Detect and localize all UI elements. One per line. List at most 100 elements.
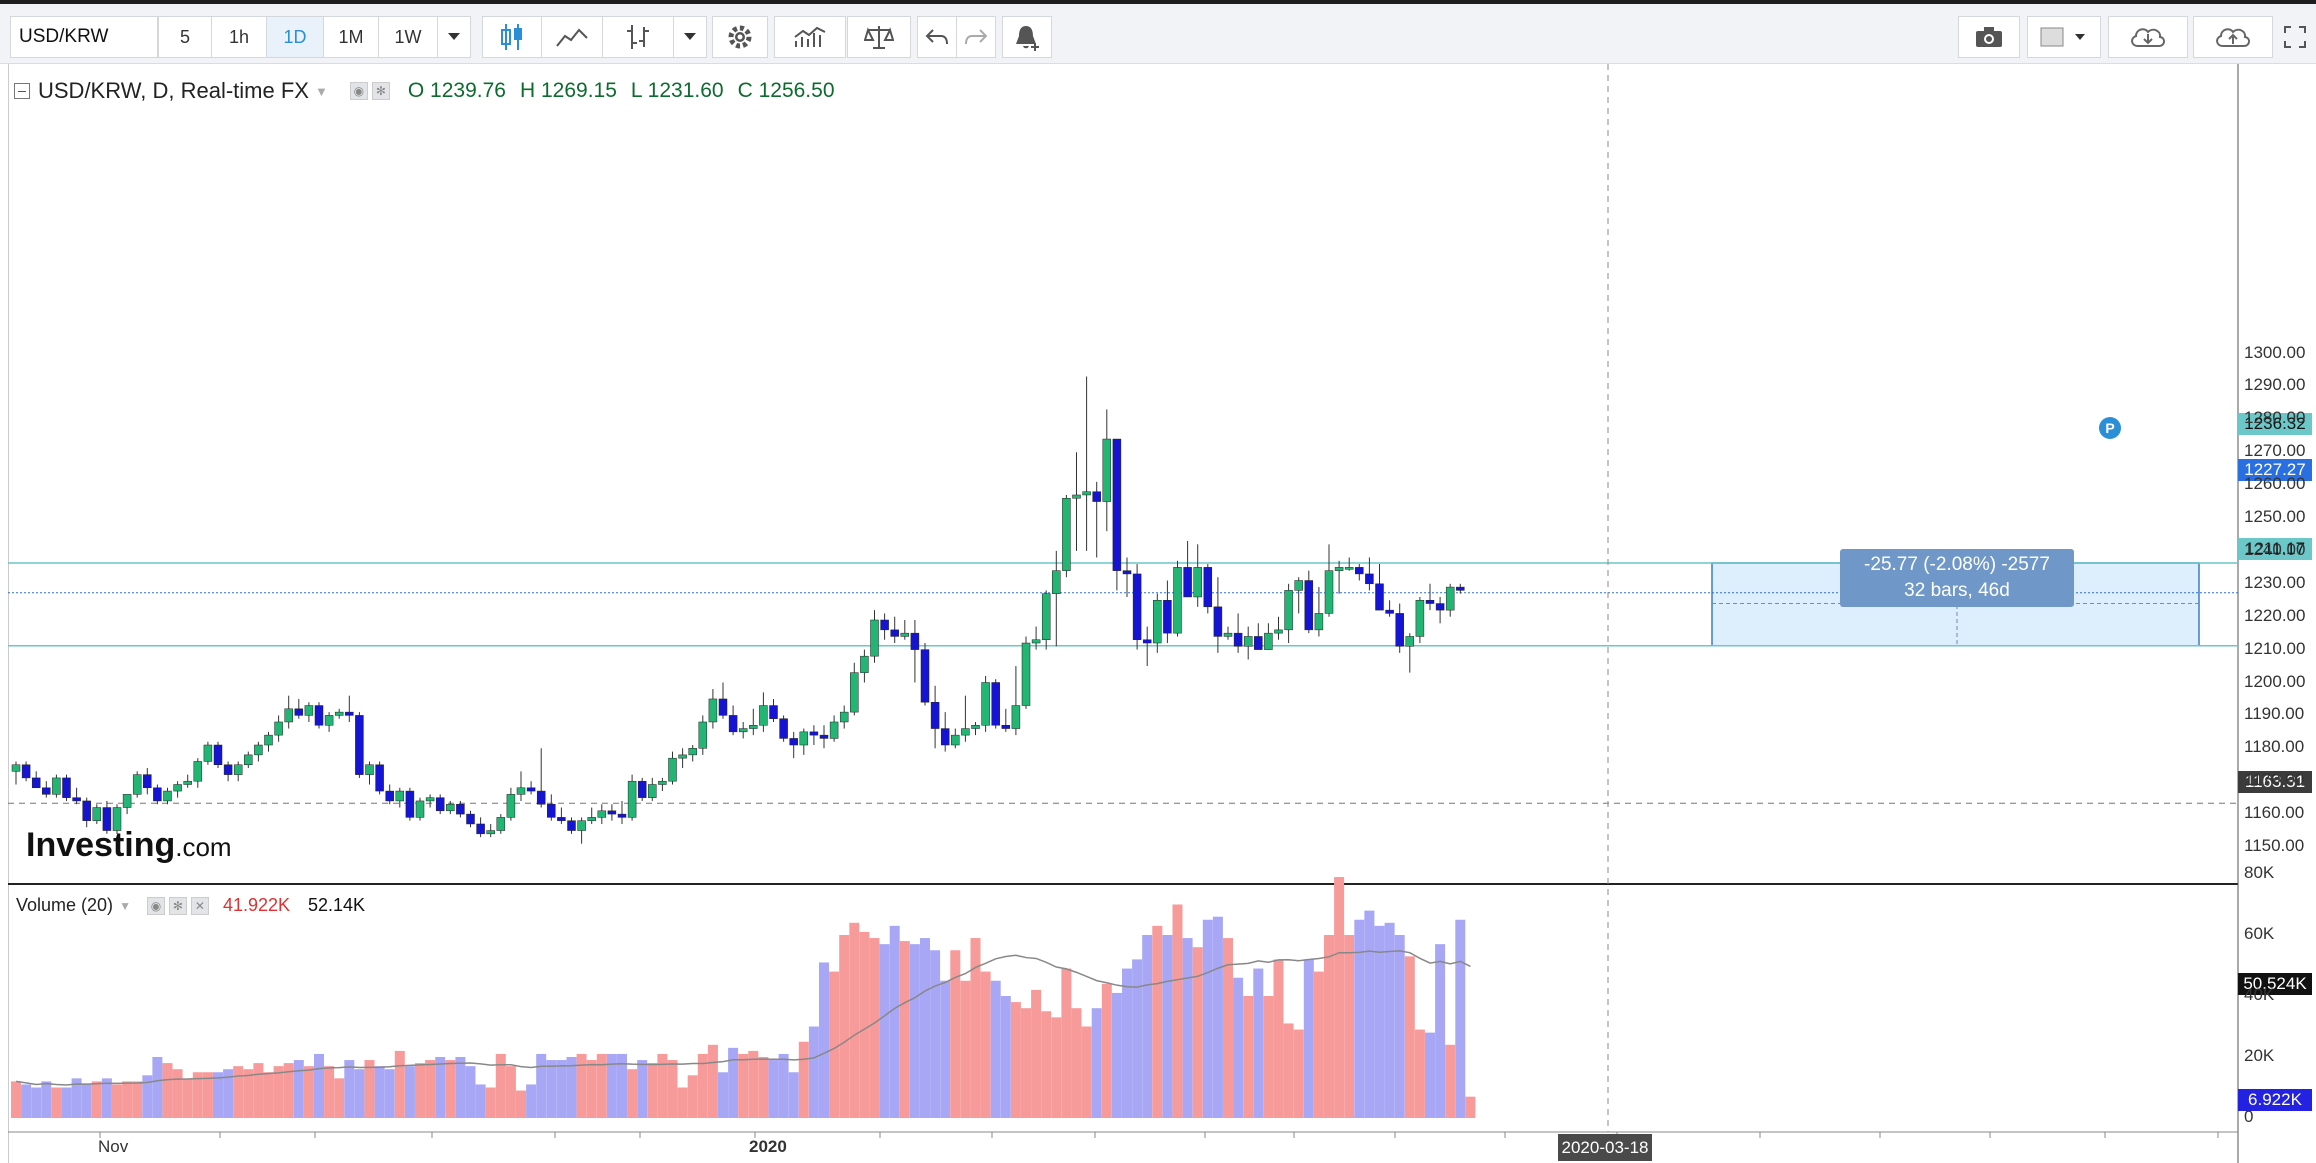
pin-badge[interactable]: P <box>2099 417 2121 439</box>
y-axis-label: 1190.00 <box>2244 704 2305 724</box>
measure-tooltip: -25.77 (-2.08%) -2577 32 bars, 46d <box>1840 549 2074 607</box>
volume-bar <box>1212 916 1223 1118</box>
volume-bar <box>1344 935 1355 1118</box>
volume-bar <box>859 931 870 1118</box>
volume-bar <box>505 1066 516 1118</box>
volume-bar <box>1061 968 1072 1118</box>
candle-body <box>233 764 243 775</box>
volume-bar <box>627 1069 638 1118</box>
settings-icon[interactable] <box>712 16 768 58</box>
camera-icon[interactable] <box>1958 16 2020 58</box>
interval-1m-button[interactable]: 1M <box>323 16 379 58</box>
eye-icon[interactable]: ◉ <box>349 82 368 100</box>
candle-body <box>1375 583 1384 611</box>
candle-body <box>1112 438 1122 571</box>
candle-body <box>829 721 839 739</box>
candle-body <box>435 797 445 812</box>
volume-bar <box>697 1053 708 1118</box>
candle-body <box>1425 600 1435 604</box>
symbol-input[interactable]: USD/KRW <box>10 16 158 58</box>
bars-icon[interactable] <box>602 16 674 58</box>
chevron-down-icon[interactable]: ▼ <box>119 898 131 913</box>
interval-1h-button[interactable]: 1h <box>211 16 267 58</box>
candle-body <box>728 715 738 733</box>
candle-body <box>658 780 667 785</box>
candle-body <box>132 774 142 795</box>
candle-body <box>1203 567 1213 608</box>
y-axis-label: 1260.00 <box>2244 474 2306 494</box>
collapse-icon[interactable] <box>14 83 30 99</box>
volume-bar <box>273 1066 284 1118</box>
y-axis-label: 1170.00 <box>2244 770 2305 790</box>
volume-bar <box>1031 989 1042 1118</box>
lower-band-tag: 1211.17 <box>2238 538 2312 560</box>
redo-icon[interactable] <box>956 16 996 58</box>
candle-body <box>779 718 788 739</box>
candle-body <box>466 813 475 825</box>
volume-bar <box>132 1081 143 1118</box>
y-axis-label: 1250.00 <box>2244 507 2306 526</box>
chart-type-dropdown-icon[interactable] <box>673 16 707 58</box>
candle-body <box>405 790 415 818</box>
alert-icon[interactable] <box>1002 16 1052 58</box>
volume-bar <box>1253 968 1264 1118</box>
y-axis-label: 1290.00 <box>2244 375 2306 395</box>
candle-body <box>264 734 273 746</box>
cloud-upload-icon[interactable] <box>2193 16 2273 58</box>
legend-low: L 1231.60 <box>630 79 724 102</box>
interval-dropdown-icon[interactable] <box>437 16 471 58</box>
volume-axis-label: 40K <box>2244 985 2275 1004</box>
volume-bar <box>112 1084 122 1118</box>
volume-bar <box>1243 996 1254 1118</box>
eye-icon[interactable]: ◉ <box>146 896 165 915</box>
crosshair-date: 2020-03-18 <box>1558 1134 1652 1161</box>
interval-1d-button[interactable]: 1D <box>266 16 324 58</box>
candle-body <box>31 777 41 789</box>
volume-bar <box>1455 919 1466 1118</box>
candle-body <box>536 790 546 805</box>
interval-1w-button[interactable]: 1W <box>378 16 438 58</box>
volume-bar <box>41 1081 52 1118</box>
volume-bar <box>778 1053 789 1118</box>
candle-body <box>446 803 455 812</box>
volume-bar <box>576 1053 587 1118</box>
candles-icon[interactable] <box>482 16 542 58</box>
volume-bar <box>425 1060 436 1118</box>
close-icon[interactable]: ✕ <box>190 896 209 915</box>
volume-bar <box>899 941 910 1118</box>
chevron-down-icon[interactable]: ▼ <box>314 83 328 99</box>
chart-canvas[interactable] <box>0 64 2316 1163</box>
gear-icon[interactable]: ✻ <box>371 82 390 100</box>
legend-open: O 1239.76 <box>407 79 506 102</box>
volume-bar <box>1223 938 1233 1118</box>
undo-icon[interactable] <box>917 16 957 58</box>
candle-body <box>1092 491 1101 502</box>
volume-bar <box>879 944 890 1118</box>
cloud-download-icon[interactable] <box>2108 16 2188 58</box>
candle-body <box>486 830 495 835</box>
volume-bar <box>1334 877 1345 1118</box>
candle-body <box>294 708 304 716</box>
candle-body <box>395 790 405 802</box>
candle-body <box>102 807 112 831</box>
candle-body <box>1344 567 1354 570</box>
candle-body <box>688 748 697 756</box>
chart-area[interactable] <box>8 64 2316 1163</box>
indicators-icon[interactable] <box>774 16 846 58</box>
volume-bar <box>1000 996 1011 1118</box>
interval-5-button[interactable]: 5 <box>158 16 212 58</box>
color-square-icon[interactable] <box>2027 16 2101 58</box>
fullscreen-icon[interactable] <box>2276 16 2314 58</box>
volume-axis-label: 0 <box>2244 1107 2254 1126</box>
volume-bar <box>445 1060 456 1118</box>
compare-icon[interactable] <box>847 16 911 58</box>
volume-bar <box>233 1066 244 1118</box>
volume-bar <box>738 1053 749 1118</box>
volume-bar <box>172 1069 183 1118</box>
volume-legend-title: Volume (20) <box>16 895 114 915</box>
candle-body <box>355 715 364 775</box>
volume-bar <box>940 980 951 1118</box>
line-chart-icon[interactable] <box>541 16 603 58</box>
gear-icon[interactable]: ✻ <box>168 896 187 915</box>
candle-body <box>122 794 132 808</box>
